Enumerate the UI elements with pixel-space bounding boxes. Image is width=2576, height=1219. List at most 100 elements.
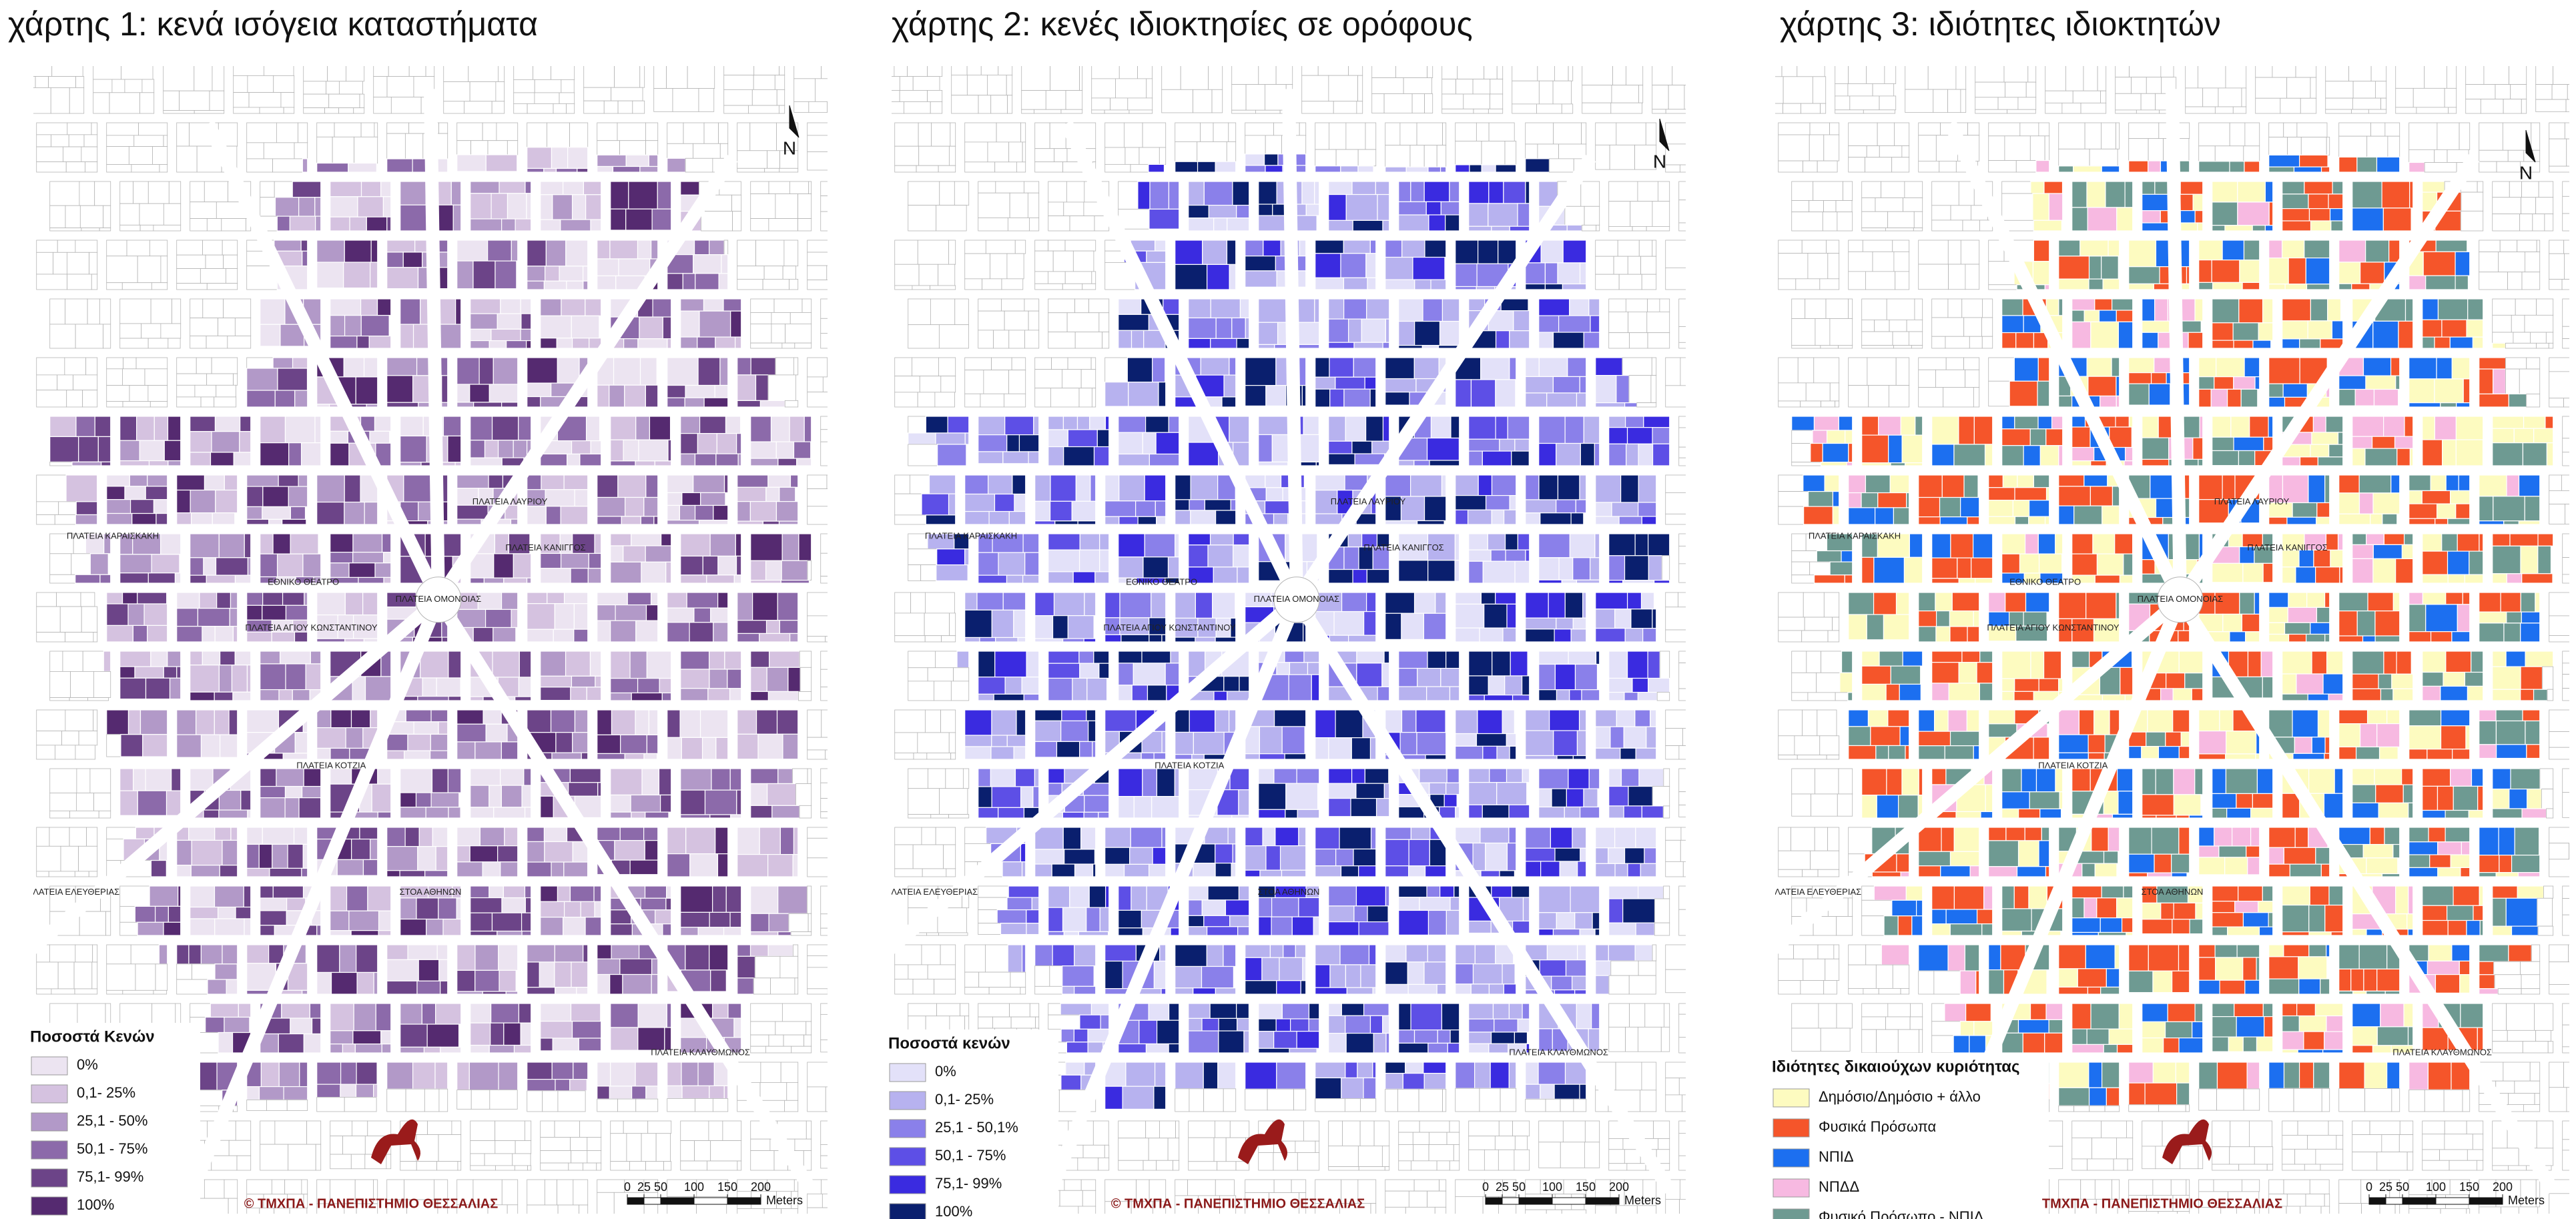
parcel: [80, 592, 95, 607]
parcel: [1634, 944, 1653, 961]
parcel: [303, 768, 322, 787]
parcel: [1073, 1028, 1088, 1043]
parcel: [121, 66, 153, 80]
parcel: [755, 709, 778, 735]
parcel: [1385, 1088, 1398, 1112]
parcel: [65, 632, 94, 643]
parcel: [563, 181, 585, 195]
parcel: [652, 298, 672, 318]
parcel: [820, 669, 828, 688]
parcel: [848, 280, 868, 290]
parcel: [667, 853, 691, 877]
parcel: [1508, 1003, 1523, 1020]
parcel: [1082, 1190, 1096, 1207]
parcel: [353, 1003, 376, 1032]
parcel: [246, 989, 272, 995]
parcel: [1078, 1206, 1096, 1214]
parcel: [2128, 138, 2149, 161]
parcel: [876, 687, 882, 701]
parcel: [712, 1098, 729, 1112]
avenue: [1282, 89, 1303, 600]
parcel: [857, 637, 868, 642]
parcel: [730, 310, 742, 338]
parcel: [784, 400, 799, 408]
parcel: [779, 620, 799, 635]
parcel: [951, 66, 968, 75]
parcel: [2446, 66, 2457, 89]
parcel: [436, 944, 448, 960]
parcel: [1446, 1132, 1460, 1145]
parcel: [211, 1155, 238, 1171]
parcel: [1295, 1140, 1316, 1153]
parcel: [1315, 1062, 1346, 1079]
parcel: [212, 512, 236, 525]
parcel: [168, 338, 181, 349]
parcel: [1441, 298, 1460, 322]
parcel: [1297, 1152, 1320, 1171]
parcel: [1328, 181, 1353, 195]
parcel: [1096, 429, 1110, 448]
parcel: [1696, 805, 1720, 817]
parcel: [978, 451, 1004, 464]
parcel: [667, 143, 693, 159]
parcel: [1328, 1033, 1347, 1054]
parcel: [918, 122, 932, 147]
parcel: [1397, 1088, 1419, 1112]
map-title: χάρτης 3: ιδιότητες ιδιοκτητών: [1780, 5, 2221, 43]
parcel: [503, 577, 528, 584]
parcel: [326, 81, 340, 95]
parcel: [1835, 95, 1851, 111]
parcel: [1538, 332, 1554, 349]
parcel: [978, 909, 998, 924]
parcel: [637, 1003, 667, 1028]
parcel: [2408, 161, 2425, 173]
parcel: [781, 1003, 812, 1022]
parcel: [1034, 388, 1051, 408]
parcel: [750, 580, 781, 584]
parcel: [2272, 66, 2296, 78]
parcel: [2071, 181, 2087, 208]
parcel: [527, 506, 547, 525]
parcel: [1538, 689, 1558, 701]
parcel: [654, 460, 672, 466]
parcel: [978, 885, 1009, 898]
parcel: [1004, 416, 1034, 436]
parcel: [1024, 181, 1040, 193]
parcel: [1595, 516, 1620, 525]
parcel: [214, 416, 241, 432]
parcel: [2495, 84, 2511, 99]
parcel: [1680, 357, 1686, 386]
parcel: [527, 167, 545, 173]
parcel: [1525, 861, 1542, 877]
parcel: [359, 93, 365, 109]
parcel: [807, 615, 828, 637]
parcel: [48, 871, 75, 877]
parcel: [1879, 145, 1903, 158]
parcel: [262, 827, 295, 845]
parcel: [316, 1097, 345, 1112]
parcel: [194, 384, 217, 398]
parcel: [982, 278, 1002, 290]
parcel: [597, 944, 612, 959]
parcel: [1218, 1030, 1245, 1054]
parcel: [497, 66, 505, 82]
parcel: [1062, 907, 1087, 932]
parcel: [1048, 201, 1064, 217]
parcel: [420, 651, 449, 679]
parcel: [36, 474, 67, 502]
parcel: [1245, 1088, 1268, 1111]
parcel: [1032, 786, 1040, 808]
parcel: [1062, 283, 1083, 290]
parcel: [356, 1203, 378, 1214]
parcel: [807, 592, 828, 617]
parcel: [1678, 181, 1686, 201]
parcel: [119, 338, 149, 349]
parcel: [1638, 85, 1644, 103]
parcel: [176, 839, 192, 866]
parcel: [276, 768, 304, 787]
parcel: [342, 1136, 366, 1155]
parcel: [1525, 181, 1530, 204]
parcel: [777, 885, 808, 914]
scale-label: 50: [654, 1180, 667, 1194]
parcel: [423, 1046, 441, 1054]
